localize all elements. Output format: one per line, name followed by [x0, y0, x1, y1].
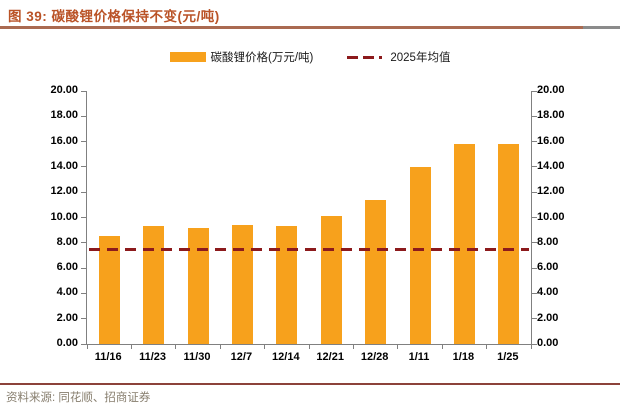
- bar: [231, 225, 253, 344]
- title-underline: [0, 26, 620, 29]
- y-axis-tick: [532, 267, 537, 269]
- x-axis-tick: [441, 345, 443, 349]
- y-axis-label-right: 8.00: [537, 235, 559, 248]
- x-axis-tick: [308, 345, 310, 349]
- y-axis-label-left: 4.00: [56, 286, 78, 299]
- y-axis-label-left: 12.00: [50, 185, 78, 198]
- bar: [409, 166, 431, 344]
- y-axis-tick: [532, 343, 537, 345]
- y-axis-label-right: 2.00: [537, 311, 559, 324]
- y-axis-label-left: 8.00: [56, 235, 78, 248]
- source-note: 资料来源: 同花顺、招商证券: [6, 392, 151, 404]
- x-axis-label: 12/14: [272, 351, 300, 363]
- y-axis-label-left: 2.00: [56, 311, 78, 324]
- y-axis-label-left: 6.00: [56, 261, 78, 274]
- legend-item-price: 碳酸锂价格(万元/吨): [169, 49, 314, 65]
- y-axis-tick: [532, 191, 537, 193]
- x-axis-label: 1/11: [408, 351, 430, 363]
- average-line: [89, 247, 529, 251]
- y-axis-label-left: 10.00: [50, 210, 78, 223]
- y-axis-tick: [532, 242, 537, 244]
- legend-label: 碳酸锂价格(万元/吨): [210, 52, 314, 64]
- y-axis-tick: [81, 242, 86, 244]
- y-axis-tick: [532, 318, 537, 320]
- y-axis-label-right: 4.00: [537, 286, 559, 299]
- y-axis-tick: [532, 217, 537, 218]
- x-axis-tick: [486, 345, 488, 349]
- dashed-line-icon: [347, 55, 386, 59]
- x-axis-label: 12/28: [360, 351, 389, 363]
- x-axis-label: 11/16: [94, 351, 122, 363]
- y-axis-label-left: 0.00: [56, 337, 78, 349]
- plot-area: [81, 90, 537, 349]
- bar: [453, 144, 475, 344]
- x-axis-label: 11/23: [139, 351, 167, 363]
- y-axis-tick: [81, 318, 86, 320]
- y-axis-tick: [532, 141, 537, 143]
- legend-item-average: 2025年均值: [347, 49, 450, 65]
- x-axis-tick: [530, 345, 532, 349]
- y-axis-tick: [81, 191, 86, 193]
- y-axis-tick: [532, 166, 537, 168]
- x-axis-label: 12/7: [230, 351, 253, 363]
- x-axis-tick: [130, 345, 132, 349]
- bar: [365, 199, 387, 344]
- footer-divider: [0, 383, 620, 385]
- y-axis-tick: [532, 115, 537, 117]
- y-axis-tick: [532, 292, 537, 294]
- x-axis-tick: [86, 345, 88, 349]
- legend: 碳酸锂价格(万元/吨) 2025年均值: [0, 49, 620, 65]
- x-axis-label: 1/18: [452, 351, 475, 363]
- y-axis-tick: [532, 90, 537, 92]
- y-axis-label-right: 0.00: [537, 337, 559, 349]
- x-axis-tick: [264, 345, 266, 349]
- chart-title: 图 39: 碳酸锂价格保持不变(元/吨): [8, 9, 220, 24]
- x-axis-label: 1/25: [497, 351, 519, 363]
- y-axis-tick: [81, 166, 86, 168]
- legend-label: 2025年均值: [390, 52, 451, 64]
- bar-swatch-icon: [169, 52, 206, 62]
- y-axis-label-right: 6.00: [537, 261, 559, 274]
- bar: [187, 227, 209, 344]
- x-axis-tick: [219, 345, 221, 349]
- y-axis-tick: [81, 115, 86, 117]
- y-axis-tick: [81, 292, 86, 294]
- y-axis-tick: [81, 90, 86, 92]
- y-axis-tick: [81, 267, 86, 269]
- y-axis-label-right: 20.00: [537, 84, 565, 96]
- bar: [276, 226, 298, 344]
- bar: [498, 144, 520, 344]
- x-axis-label: 11/30: [183, 351, 211, 363]
- bar: [320, 216, 342, 344]
- y-axis-label-left: 18.00: [50, 109, 78, 122]
- y-axis-label-right: 10.00: [537, 210, 565, 223]
- y-axis-tick: [81, 141, 86, 143]
- y-axis-label-right: 18.00: [537, 109, 565, 122]
- x-axis-label: 12/21: [316, 351, 344, 363]
- y-axis-label-right: 16.00: [537, 134, 565, 147]
- y-axis-label-left: 14.00: [50, 159, 78, 172]
- x-axis-tick: [175, 345, 177, 349]
- y-axis-label-left: 20.00: [50, 84, 78, 96]
- x-axis-tick: [397, 345, 399, 349]
- bar: [98, 235, 120, 344]
- y-axis-label-right: 14.00: [537, 159, 565, 172]
- y-axis-tick: [81, 217, 86, 218]
- y-axis-label-left: 16.00: [50, 134, 78, 147]
- bar: [143, 225, 165, 344]
- y-axis-label-right: 12.00: [537, 185, 565, 198]
- x-axis-tick: [352, 345, 354, 349]
- y-axis-tick: [81, 343, 86, 345]
